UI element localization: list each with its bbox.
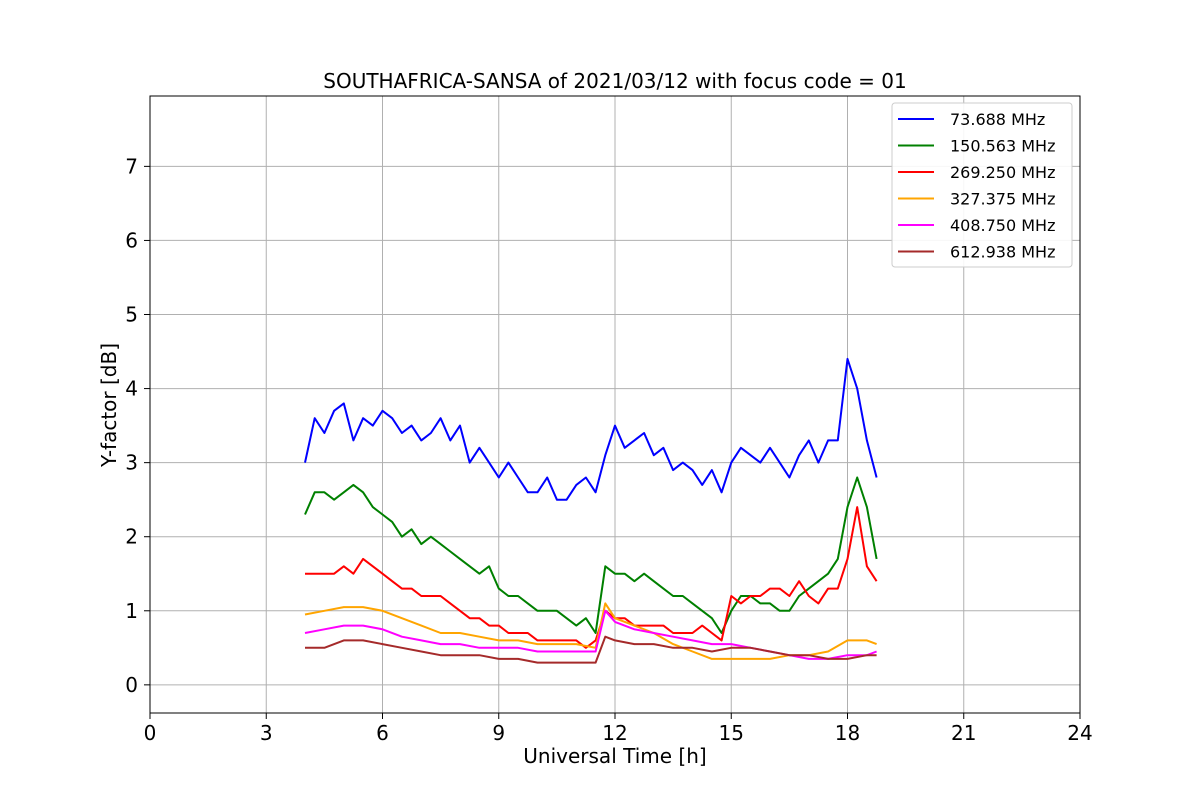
x-tick-label: 24: [1067, 721, 1092, 745]
legend-entry-1: 73.688 MHz: [950, 110, 1045, 129]
y-axis-label: Y-factor [dB]: [97, 343, 121, 468]
x-tick-label: 3: [260, 721, 273, 745]
series-line-6: [305, 635, 877, 664]
legend-entry-3: 269.250 MHz: [950, 163, 1055, 182]
legend-entry-4: 327.375 MHz: [950, 190, 1055, 209]
series-group: [304, 357, 878, 664]
series-line-4: [304, 602, 877, 660]
x-tick-label: 0: [144, 721, 157, 745]
y-tick-label: 0: [125, 673, 138, 697]
x-tick-label: 21: [951, 721, 976, 745]
x-tick-label: 12: [602, 721, 627, 745]
y-tick-label: 2: [125, 525, 138, 549]
y-tick-label: 7: [125, 154, 138, 178]
x-tick-label: 6: [376, 721, 389, 745]
x-tick-label: 9: [492, 721, 505, 745]
y-tick-label: 4: [125, 377, 138, 401]
legend: 73.688 MHz 150.563 MHz 269.250 MHz 327.375 …: [891, 102, 1073, 268]
series-line-1: [304, 357, 878, 501]
y-tick-label: 5: [125, 303, 138, 327]
x-axis: 0 3 6 9 12 15 18 21 24: [144, 713, 1093, 745]
y-tick-label: 6: [125, 228, 138, 252]
legend-entry-6: 612.938 MHz: [950, 243, 1055, 262]
y-tick-label: 3: [125, 451, 138, 475]
y-axis: 0 1 2 3 4 5 6 7: [125, 154, 150, 697]
x-tick-label: 15: [719, 721, 744, 745]
x-axis-label: Universal Time [h]: [523, 744, 706, 768]
y-tick-label: 1: [125, 599, 138, 623]
legend-entry-2: 150.563 MHz: [950, 137, 1055, 156]
series-line-3: [305, 506, 878, 649]
chart-title: SOUTHAFRICA-SANSA of 2021/03/12 with foc…: [323, 69, 907, 93]
series-line-2: [304, 476, 878, 634]
legend-entry-5: 408.750 MHz: [950, 216, 1055, 235]
x-tick-label: 18: [835, 721, 860, 745]
legend-box: [891, 102, 1073, 268]
